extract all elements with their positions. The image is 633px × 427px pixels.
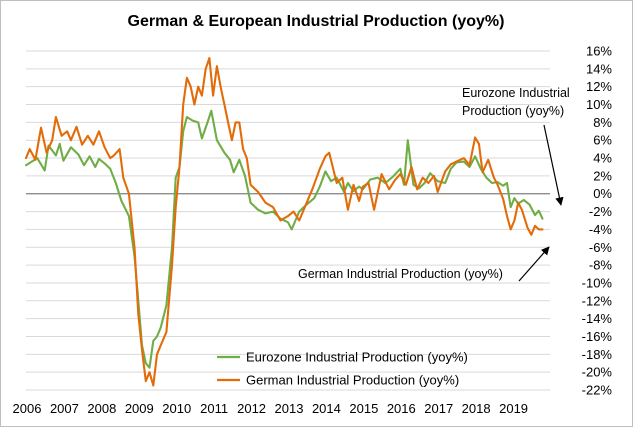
y-tick-label: -16% (582, 329, 613, 344)
y-tick-label: 14% (586, 61, 612, 76)
y-tick-label: 4% (593, 151, 612, 166)
x-tick-label: 2009 (125, 401, 154, 416)
y-tick-label: -12% (582, 293, 613, 308)
x-tick-label: 2006 (13, 401, 42, 416)
chart-title: German & European Industrial Production … (128, 13, 505, 30)
legend: Eurozone Industrial Production (yoy%) Ger… (217, 350, 468, 388)
x-tick-label: 2013 (275, 401, 304, 416)
eurozone-series-line (24, 109, 544, 369)
x-tick-label: 2010 (162, 401, 191, 416)
y-tick-label: -20% (582, 365, 613, 380)
x-tick-label: 2016 (387, 401, 416, 416)
y-tick-label: -22% (582, 383, 613, 398)
y-tick-label: 6% (593, 133, 612, 148)
x-tick-label: 2015 (349, 401, 378, 416)
annotations: Eurozone Industrial Production (yoy%) Germ… (298, 86, 570, 282)
y-tick-label: -4% (589, 222, 613, 237)
x-tick-label: 2008 (87, 401, 116, 416)
x-tick-label: 2014 (312, 401, 341, 416)
y-axis-ticks: 16% 14% 12% 10% 8% 6% 4% 2% 0% -2% -4% -6% -8% -10% -1… (582, 44, 613, 398)
x-tick-label: 2018 (462, 401, 491, 416)
y-tick-label: -14% (582, 311, 613, 326)
x-tick-label: 2007 (50, 401, 79, 416)
eurozone-annotation-text: Eurozone Industrial (462, 86, 570, 100)
y-tick-label: 8% (593, 115, 612, 130)
y-tick-label: 10% (586, 97, 612, 112)
german-annotation-arrow (518, 246, 550, 282)
x-axis-ticks: 2006 2007 2008 2009 2010 2011 2012 2013 2014 2015… (13, 401, 528, 416)
x-tick-label: 2012 (237, 401, 266, 416)
y-tick-label: 16% (586, 44, 612, 59)
series-layer (24, 57, 544, 387)
y-tick-label: 2% (593, 168, 612, 183)
x-tick-label: 2017 (424, 401, 453, 416)
y-tick-label: 12% (586, 79, 612, 94)
y-tick-label: -8% (589, 258, 613, 273)
y-tick-label: -10% (582, 275, 613, 290)
eurozone-annotation-text: Production (yoy%) (462, 104, 564, 118)
german-annotation-text: German Industrial Production (yoy%) (298, 267, 503, 281)
y-tick-label: -18% (582, 347, 613, 362)
x-tick-label: 2011 (200, 401, 228, 416)
y-tick-label: -6% (589, 240, 613, 255)
gridlines (26, 50, 550, 391)
y-tick-label: 0% (593, 186, 612, 201)
x-tick-label: 2019 (499, 401, 528, 416)
eurozone-annotation-arrow (543, 124, 564, 206)
legend-label: German Industrial Production (yoy%) (246, 373, 459, 388)
german-series-line (24, 57, 544, 387)
y-tick-label: -2% (589, 204, 613, 219)
legend-label: Eurozone Industrial Production (yoy%) (246, 350, 468, 365)
